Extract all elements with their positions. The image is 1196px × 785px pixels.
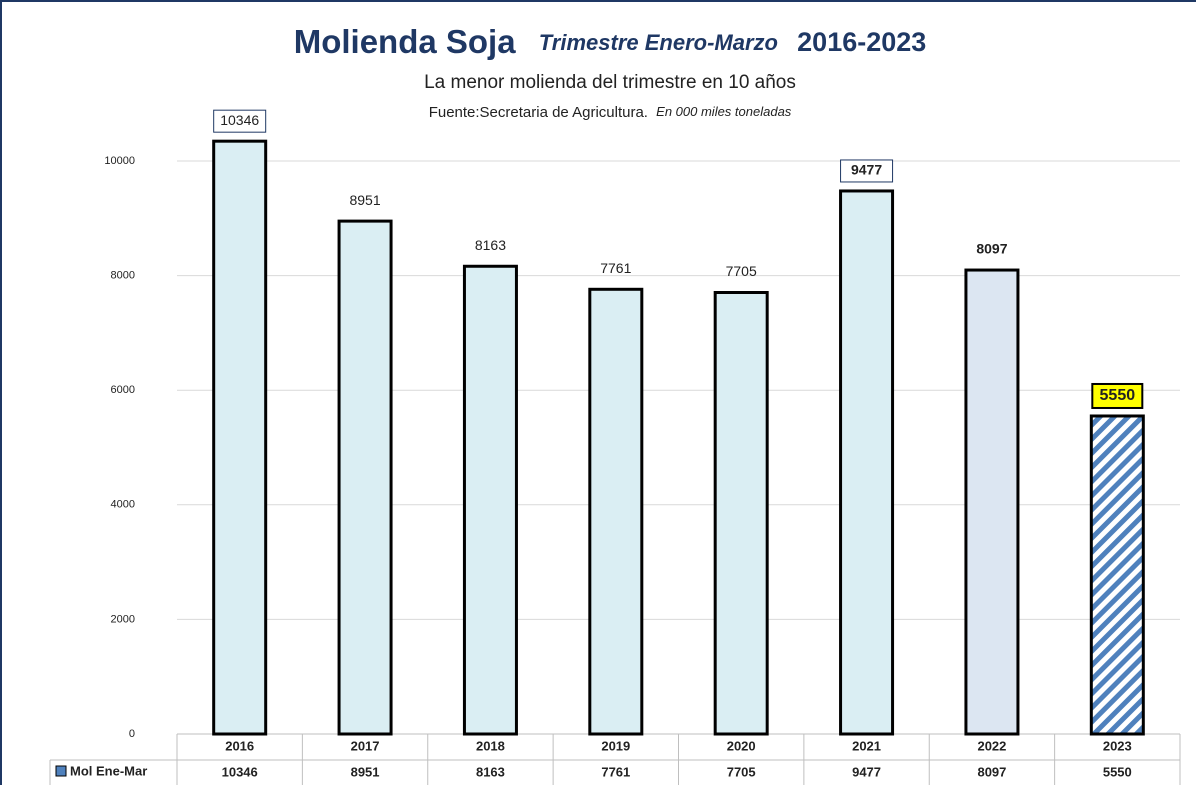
- title-years: 2016-2023: [797, 27, 926, 57]
- table-value: 10346: [222, 764, 258, 779]
- legend-label: Mol Ene-Mar: [70, 763, 147, 778]
- data-label: 7761: [600, 260, 631, 276]
- x-tick-label: 2023: [1103, 738, 1132, 753]
- label-box: [1091, 382, 1144, 409]
- data-label: 8163: [475, 237, 506, 253]
- chart-title: Molienda Soja Trimestre Enero-Marzo 2016…: [294, 23, 927, 60]
- y-tick-label: 0: [129, 728, 135, 740]
- table-value: 8951: [351, 764, 380, 779]
- x-tick-label: 2017: [351, 738, 380, 753]
- data-label: 7705: [726, 263, 757, 279]
- table-value: 9477: [852, 764, 881, 779]
- bar: [212, 139, 268, 736]
- x-tick-label: 2016: [225, 738, 254, 753]
- table-value: 7761: [601, 764, 630, 779]
- source-text: Fuente:Secretaria de Agricultura.: [429, 104, 648, 121]
- data-label: 8097: [976, 241, 1007, 257]
- data-label: 5550: [1100, 387, 1136, 404]
- legend-key: [55, 765, 67, 777]
- data-label: 10346: [220, 112, 259, 128]
- bar: [839, 189, 895, 736]
- table-value: 5550: [1103, 764, 1132, 779]
- table-value: 8097: [977, 764, 1006, 779]
- x-tick-label: 2020: [727, 738, 756, 753]
- bar: [713, 291, 769, 736]
- units: En 000 miles toneladas: [656, 104, 792, 119]
- bar: [588, 287, 644, 736]
- bar: [964, 268, 1020, 736]
- x-tick-label: 2019: [601, 738, 630, 753]
- x-tick-label: 2021: [852, 738, 881, 753]
- data-label: 8951: [349, 192, 380, 208]
- x-tick-label: 2018: [476, 738, 505, 753]
- y-tick-label: 6000: [111, 384, 135, 396]
- label-box: [840, 159, 894, 183]
- table-value: 7705: [727, 764, 756, 779]
- x-tick-label: 2022: [977, 738, 1006, 753]
- source: Fuente:Secretaria de Agricultura. En 000…: [429, 104, 792, 121]
- bar: [337, 219, 393, 736]
- bar: [462, 264, 518, 736]
- title-period: Trimestre Enero-Marzo: [539, 30, 778, 55]
- y-tick-label: 10000: [104, 155, 135, 167]
- y-tick-label: 2000: [111, 613, 135, 625]
- data-label: 9477: [851, 162, 882, 178]
- label-box: [213, 109, 267, 133]
- table-value: 8163: [476, 764, 505, 779]
- bar: [1089, 414, 1145, 736]
- subtitle: La menor molienda del trimestre en 10 añ…: [424, 72, 796, 93]
- y-tick-label: 4000: [111, 499, 135, 511]
- y-tick-label: 8000: [111, 270, 135, 282]
- title-main: Molienda Soja: [294, 23, 517, 60]
